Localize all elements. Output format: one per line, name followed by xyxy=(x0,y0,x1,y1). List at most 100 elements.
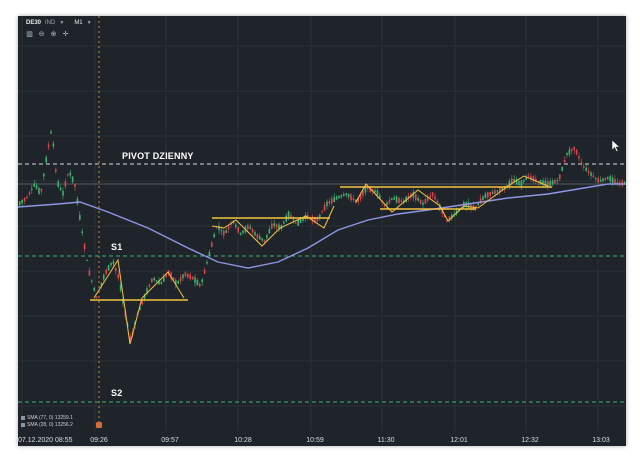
candle xyxy=(604,177,607,181)
candle xyxy=(57,181,59,187)
candle xyxy=(45,157,47,163)
candle xyxy=(38,188,40,194)
candle xyxy=(391,198,393,200)
candle xyxy=(575,149,578,155)
candle xyxy=(295,222,297,224)
candle xyxy=(69,172,71,176)
candle xyxy=(67,174,69,176)
candle xyxy=(59,188,62,191)
candle xyxy=(223,230,225,236)
candle xyxy=(539,179,542,185)
candle xyxy=(345,193,347,196)
sma-77-indicator[interactable]: SMA (77, 0) 13259.1 xyxy=(21,415,73,421)
candle xyxy=(573,146,575,151)
sma-line xyxy=(18,183,626,269)
chart-frame[interactable]: DE30 IND ▼ M1 ▼ ▥ ⊖ ⊕ ✛ PIVOT DZIENNY S1… xyxy=(18,16,626,446)
chevron-down-icon[interactable]: ▼ xyxy=(59,20,65,26)
timeframe-select[interactable]: M1 xyxy=(74,20,83,26)
crosshair-icon[interactable]: ✛ xyxy=(62,31,69,38)
candle xyxy=(170,272,172,279)
candle xyxy=(475,205,477,208)
candle xyxy=(359,193,362,200)
candle xyxy=(314,217,316,223)
candle xyxy=(599,179,602,182)
candle xyxy=(292,219,295,221)
candle xyxy=(71,176,74,183)
candle xyxy=(429,195,431,198)
candle xyxy=(422,202,424,206)
candle xyxy=(623,181,626,184)
candle xyxy=(50,131,52,134)
candle xyxy=(211,242,213,247)
candle xyxy=(403,200,405,202)
x-tick-label: 13:03 xyxy=(592,437,610,444)
candle xyxy=(107,265,110,271)
candle xyxy=(455,210,458,215)
candle xyxy=(357,197,359,203)
candle xyxy=(187,273,189,278)
candle xyxy=(33,183,35,187)
candle xyxy=(328,201,331,204)
candle xyxy=(143,294,146,299)
candle xyxy=(400,200,403,203)
symbol-name[interactable]: DE30 xyxy=(26,20,42,26)
candle xyxy=(307,215,309,218)
candle xyxy=(175,280,177,285)
price-chart[interactable] xyxy=(18,16,626,446)
candle xyxy=(86,259,88,262)
candle xyxy=(206,261,208,264)
candle xyxy=(268,228,271,234)
candle xyxy=(122,298,124,304)
candle xyxy=(571,149,573,152)
candle xyxy=(535,178,537,182)
candle xyxy=(76,198,79,205)
mouse-pointer-icon xyxy=(612,140,620,152)
x-axis-start-date: 07.12.2020 08:55 xyxy=(18,437,73,444)
candle xyxy=(225,230,227,233)
candle xyxy=(31,188,33,190)
candle xyxy=(592,175,595,178)
candle xyxy=(208,251,211,256)
candle xyxy=(609,176,611,182)
candle xyxy=(261,238,263,241)
zoom-in-icon[interactable]: ⊕ xyxy=(50,31,57,38)
candle xyxy=(525,177,527,180)
candle xyxy=(91,280,93,282)
candle xyxy=(338,195,340,199)
candle xyxy=(496,190,499,192)
candle xyxy=(21,199,23,204)
candle xyxy=(177,280,179,284)
sma-28-indicator[interactable]: SMA (28, 0) 13256.2 xyxy=(21,422,73,428)
candle xyxy=(585,167,587,171)
candle xyxy=(602,178,604,182)
s2-label: S2 xyxy=(111,388,123,398)
sma-28-text: SMA (28, 0) 13256.2 xyxy=(27,422,73,428)
candle xyxy=(237,226,239,233)
candle xyxy=(566,152,568,155)
candle xyxy=(323,204,326,211)
candle xyxy=(419,199,422,204)
candle xyxy=(160,282,163,285)
x-tick-label: 10:59 xyxy=(306,437,324,444)
candle xyxy=(256,234,259,239)
candle xyxy=(479,198,482,204)
candle xyxy=(460,206,463,209)
candle xyxy=(335,196,338,200)
candle xyxy=(242,230,244,234)
candle xyxy=(393,197,395,200)
timeframe-chevron-icon[interactable]: ▼ xyxy=(86,20,92,26)
candle xyxy=(547,181,549,187)
candle xyxy=(362,190,364,196)
chart-tools: ▥ ⊖ ⊕ ✛ xyxy=(26,31,69,38)
candle xyxy=(316,218,319,222)
candle xyxy=(64,181,67,187)
candle xyxy=(191,276,194,280)
zoom-out-icon[interactable]: ⊖ xyxy=(38,31,45,38)
candle xyxy=(100,282,103,286)
candle xyxy=(487,191,489,198)
candle xyxy=(74,183,76,187)
candle xyxy=(513,178,515,183)
candle xyxy=(23,198,26,202)
candle xyxy=(448,216,451,222)
chart-type-icon[interactable]: ▥ xyxy=(26,31,33,38)
